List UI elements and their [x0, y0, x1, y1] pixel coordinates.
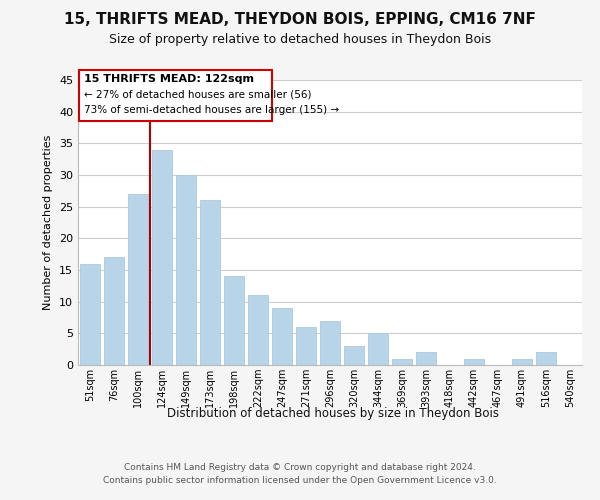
Bar — [80, 264, 100, 365]
Bar — [512, 358, 532, 365]
Text: ← 27% of detached houses are smaller (56): ← 27% of detached houses are smaller (56… — [84, 90, 311, 100]
Text: 73% of semi-detached houses are larger (155) →: 73% of semi-detached houses are larger (… — [84, 106, 339, 116]
Bar — [296, 327, 316, 365]
Text: 15 THRIFTS MEAD: 122sqm: 15 THRIFTS MEAD: 122sqm — [84, 74, 254, 84]
Bar — [152, 150, 172, 365]
Bar — [320, 320, 340, 365]
Text: Size of property relative to detached houses in Theydon Bois: Size of property relative to detached ho… — [109, 32, 491, 46]
Text: Contains HM Land Registry data © Crown copyright and database right 2024.: Contains HM Land Registry data © Crown c… — [124, 462, 476, 471]
Bar — [464, 358, 484, 365]
Bar — [79, 70, 272, 121]
Bar — [536, 352, 556, 365]
Bar — [416, 352, 436, 365]
Y-axis label: Number of detached properties: Number of detached properties — [43, 135, 53, 310]
Bar — [200, 200, 220, 365]
Bar — [344, 346, 364, 365]
Text: Distribution of detached houses by size in Theydon Bois: Distribution of detached houses by size … — [167, 408, 499, 420]
Bar — [128, 194, 148, 365]
Bar — [392, 358, 412, 365]
Bar — [248, 296, 268, 365]
Bar — [104, 258, 124, 365]
Bar — [224, 276, 244, 365]
Bar — [272, 308, 292, 365]
Text: Contains public sector information licensed under the Open Government Licence v3: Contains public sector information licen… — [103, 476, 497, 485]
Text: 15, THRIFTS MEAD, THEYDON BOIS, EPPING, CM16 7NF: 15, THRIFTS MEAD, THEYDON BOIS, EPPING, … — [64, 12, 536, 28]
Bar — [368, 334, 388, 365]
Bar — [176, 175, 196, 365]
